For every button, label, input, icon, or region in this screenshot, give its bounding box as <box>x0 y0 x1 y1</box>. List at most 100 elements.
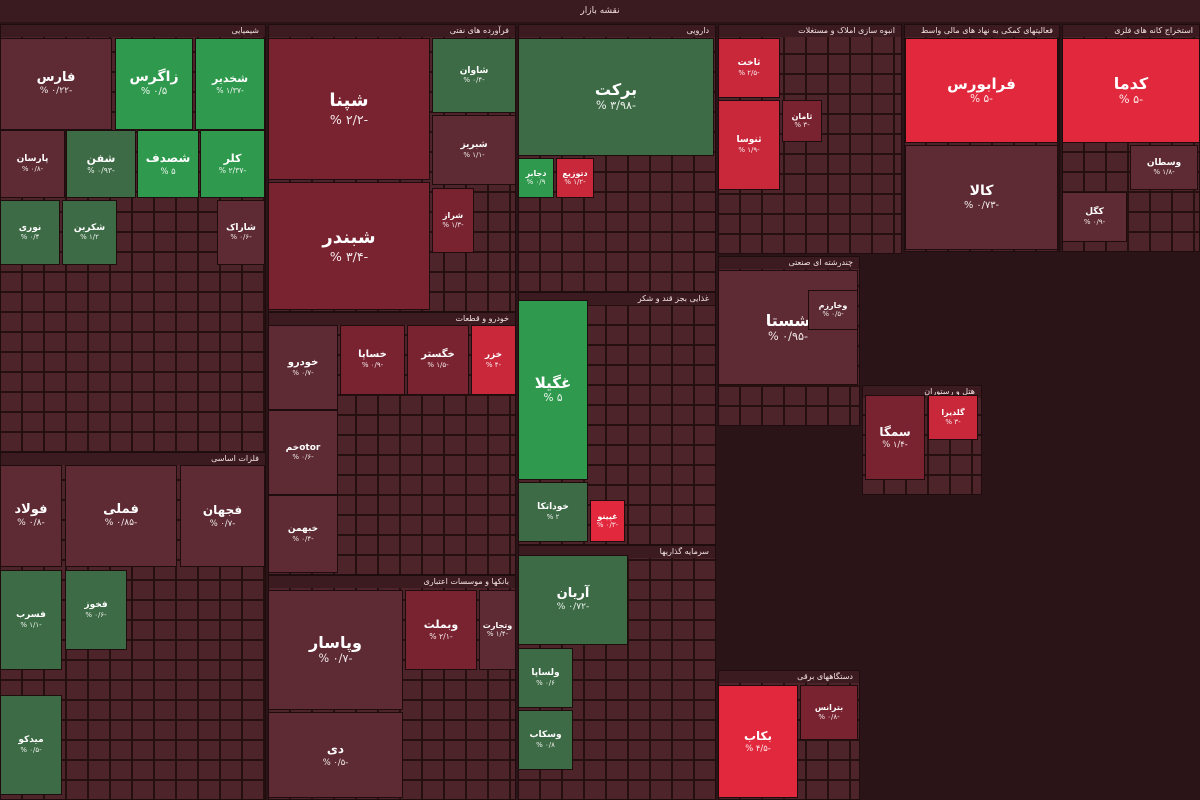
price-change: -۱/۳ % <box>442 220 464 229</box>
stock-tile[interactable]: شخدیر -۱/۳۷ % <box>195 38 265 130</box>
stock-symbol: شبندر <box>322 227 376 249</box>
stock-symbol: ثامان <box>791 111 813 121</box>
stock-tile[interactable]: فملی -۰/۸۵ % <box>65 465 177 567</box>
price-change: -۲/۵ % <box>738 68 760 77</box>
stock-symbol: شبریز <box>460 140 488 151</box>
stock-tile[interactable]: پارسان -۰/۸ % <box>0 130 65 198</box>
stock-tile[interactable]: فسرب -۱/۱ % <box>0 570 62 670</box>
stock-tile[interactable]: فولاد -۰/۸ % <box>0 465 62 567</box>
stock-tile[interactable]: خمotor -۰/۶ % <box>268 410 338 495</box>
stock-tile[interactable]: کلر -۲/۳۷ % <box>200 130 265 198</box>
price-change: ۰/۹ % <box>526 178 546 187</box>
stock-symbol: فخوز <box>84 600 108 611</box>
stock-tile[interactable]: شراز -۱/۳ % <box>432 188 474 253</box>
stock-symbol: فملی <box>103 502 139 518</box>
price-change: -۰/۹۳ % <box>87 165 115 175</box>
stock-tile[interactable]: خبهمن -۰/۴ % <box>268 495 338 573</box>
stock-tile[interactable]: فارس -۰/۲۲ % <box>0 38 112 130</box>
stock-tile[interactable]: دی -۰/۵ % <box>268 712 403 798</box>
price-change: -۰/۵ % <box>822 310 844 319</box>
stock-tile[interactable]: فجهان -۰/۷ % <box>180 465 265 567</box>
price-change: -۱/۸ % <box>1153 168 1175 177</box>
price-change: -۰/۲۲ % <box>39 85 73 96</box>
stock-tile[interactable]: وپاسار -۰/۷ % <box>268 590 403 710</box>
stock-tile[interactable]: شاراک -۰/۶ % <box>217 200 265 265</box>
stock-tile[interactable]: کگل -۰/۹ % <box>1062 192 1127 242</box>
price-change: -۰/۷ % <box>318 652 353 666</box>
price-change: -۴/۵ % <box>745 743 771 754</box>
stock-tile[interactable]: دجابر ۰/۹ % <box>518 158 554 198</box>
stock-tile[interactable]: میدکو -۰/۵ % <box>0 695 62 795</box>
price-change: -۰/۸ % <box>17 517 45 528</box>
stock-symbol: دی <box>326 742 345 757</box>
stock-tile[interactable]: فرابورس -۵ % <box>905 38 1058 143</box>
stock-tile[interactable]: کدما -۵ % <box>1062 38 1200 143</box>
stock-tile[interactable]: وسطان -۱/۸ % <box>1130 145 1198 190</box>
stock-tile[interactable]: برکت -۳/۹۸ % <box>518 38 714 156</box>
price-change: -۱/۴ % <box>882 439 908 450</box>
stock-tile[interactable]: ثامان -۳ % <box>782 100 822 142</box>
stock-symbol: بترانس <box>814 703 844 713</box>
stock-symbol: وپاسار <box>309 633 362 653</box>
stock-symbol: خوداتکا <box>537 502 569 513</box>
stock-tile[interactable]: کالا -۰/۷۳ % <box>905 145 1058 250</box>
stock-symbol: سمگا <box>879 424 911 439</box>
stock-tile[interactable]: خزر -۴ % <box>471 325 516 395</box>
price-change: -۰/۹ % <box>361 361 384 370</box>
stock-symbol: وسکاب <box>529 730 562 741</box>
price-change: ۲ % <box>546 512 560 521</box>
stock-tile[interactable]: شفن -۰/۹۳ % <box>66 130 136 198</box>
stock-tile[interactable]: شکربن ۱/۲ % <box>62 200 117 265</box>
stock-tile[interactable]: ولساپا ۰/۶ % <box>518 648 573 708</box>
stock-symbol: شکربن <box>73 222 106 233</box>
price-change: -۰/۹۵ % <box>767 329 809 343</box>
stock-tile[interactable]: سمگا -۱/۴ % <box>865 395 925 480</box>
price-change: -۲/۳۷ % <box>218 165 247 175</box>
stock-tile[interactable]: خودرو -۰/۷ % <box>268 325 338 410</box>
stock-tile[interactable]: آریان -۰/۷۲ % <box>518 555 628 645</box>
stock-symbol: دتوزیع <box>562 168 588 178</box>
stock-tile[interactable]: وخارزم -۰/۵ % <box>808 290 858 330</box>
price-change: -۱/۵ % <box>427 361 449 370</box>
stock-tile[interactable]: وسکاب ۰/۸ % <box>518 710 573 770</box>
stock-tile[interactable]: شصدف ۵ % <box>137 130 199 198</box>
stock-symbol: شپنا <box>329 90 369 112</box>
stock-tile[interactable]: غگیلا ۵ % <box>518 300 588 480</box>
price-change: -۰/۵ % <box>20 745 42 754</box>
stock-symbol: وبملت <box>423 618 459 632</box>
stock-tile[interactable]: گلدیرا -۳ % <box>928 395 978 440</box>
price-change: -۰/۴ % <box>292 534 314 543</box>
stock-tile[interactable]: فخوز -۰/۶ % <box>65 570 127 650</box>
stock-tile[interactable]: خساپا -۰/۹ % <box>340 325 405 395</box>
stock-symbol: غگیلا <box>534 374 572 393</box>
stock-tile[interactable]: شپنا -۲/۲ % <box>268 38 430 180</box>
price-change: -۰/۳ % <box>596 521 619 530</box>
stock-tile[interactable]: خگستر -۱/۵ % <box>407 325 469 395</box>
stock-tile[interactable]: شبریز -۱/۱ % <box>432 115 516 185</box>
stock-tile[interactable]: وبملت -۲/۱ % <box>405 590 477 670</box>
stock-symbol: فرابورس <box>947 74 1016 93</box>
stock-tile[interactable]: وتجارت -۱/۴ % <box>479 590 516 670</box>
stock-tile[interactable]: نوری ۰/۴ % <box>0 200 60 265</box>
stock-tile[interactable]: زاگرس ۰/۵ % <box>115 38 193 130</box>
stock-tile[interactable]: دتوزیع -۱/۲ % <box>556 158 594 198</box>
price-change: -۰/۸ % <box>21 164 44 173</box>
price-change: -۱/۴ % <box>486 630 509 639</box>
stock-symbol: ثاخت <box>737 58 761 69</box>
sector-name: فرآورده های نفتی <box>269 25 515 37</box>
price-change: ۰/۸ % <box>536 740 555 749</box>
stock-tile[interactable]: بکاب -۴/۵ % <box>718 685 798 798</box>
stock-symbol: شخدیر <box>211 72 249 86</box>
stock-tile[interactable]: شاوان -۰/۴ % <box>432 38 516 113</box>
price-change: -۰/۷۲ % <box>556 601 590 612</box>
stock-tile[interactable]: خوداتکا ۲ % <box>518 482 588 542</box>
stock-tile[interactable]: ثنوسا -۱/۹ % <box>718 100 780 190</box>
stock-tile[interactable]: بترانس -۰/۸ % <box>800 685 858 740</box>
stock-tile[interactable]: ثاخت -۲/۵ % <box>718 38 780 98</box>
stock-symbol: خبهمن <box>287 524 319 535</box>
price-change: -۱/۹ % <box>738 145 760 154</box>
stock-tile[interactable]: غپینو -۰/۳ % <box>590 500 625 542</box>
stock-tile[interactable]: شبندر -۳/۴ % <box>268 182 430 310</box>
stock-symbol: شستا <box>765 310 811 330</box>
